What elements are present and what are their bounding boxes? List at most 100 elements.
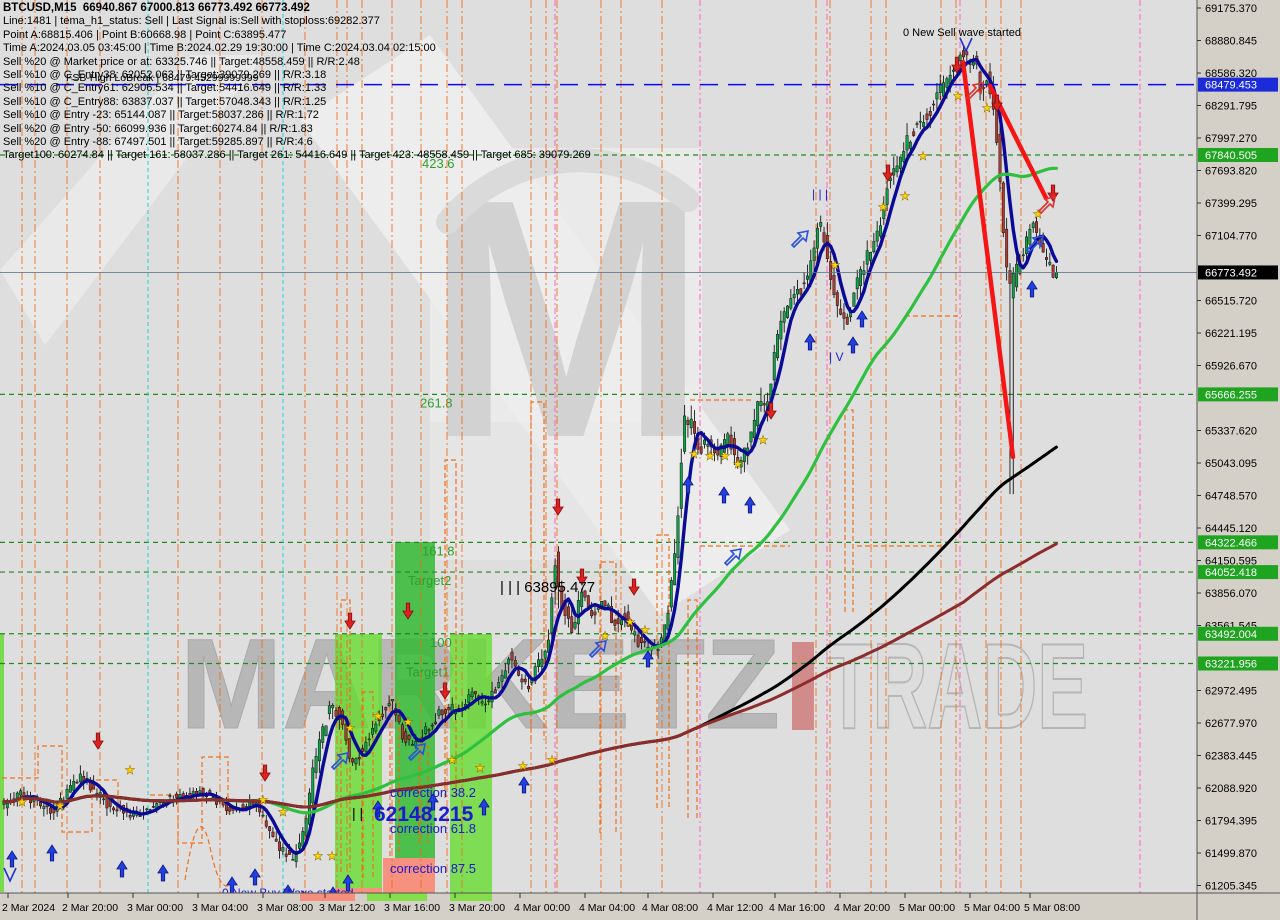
candle-body <box>845 316 849 325</box>
time-axis-label: 3 Mar 00:00 <box>127 902 183 914</box>
price-level-badge-text: 63492.004 <box>1205 629 1257 641</box>
candle-body <box>882 205 886 220</box>
candle-body <box>859 269 863 287</box>
star-icon: ★ <box>475 761 486 775</box>
candle-body <box>693 421 697 434</box>
candle-body <box>520 678 524 683</box>
time-axis-panel[interactable] <box>0 893 1280 920</box>
time-axis-label: 4 Mar 04:00 <box>579 902 635 914</box>
sell-arrow-icon <box>439 682 451 700</box>
buy-arrow-icon <box>249 868 261 886</box>
time-axis-label: 5 Mar 00:00 <box>899 902 955 914</box>
candle-body <box>112 807 116 811</box>
candle-body <box>603 600 607 607</box>
candle-body <box>344 723 348 741</box>
candle-body <box>1008 270 1012 284</box>
candle-body <box>819 221 823 227</box>
price-level-badge-text: 68479.453 <box>1205 80 1257 92</box>
price-axis-label: 67104.770 <box>1205 231 1257 243</box>
trailing-stop-path <box>444 459 457 798</box>
candle-body <box>321 726 325 743</box>
hollow-arrow-icon <box>790 229 810 249</box>
correction-382-label: correction 38.2 <box>390 785 476 800</box>
price-axis-label: 64748.570 <box>1205 491 1257 503</box>
candle-body <box>397 715 401 723</box>
candle-body <box>1025 236 1029 254</box>
candle-body <box>357 757 361 760</box>
buy-arrow-icon <box>856 310 868 328</box>
price-level-badge <box>1198 626 1278 641</box>
candle-body <box>1005 228 1009 268</box>
candle-body <box>855 277 859 290</box>
star-icon: ★ <box>900 189 911 203</box>
candle-body <box>440 709 444 715</box>
candle-body <box>278 841 282 851</box>
fsb-signal-note: FSB-High LoBreak | 68479.45299999999 <box>66 72 259 84</box>
candle-body <box>351 758 355 763</box>
candle-body <box>201 787 205 797</box>
candle-body <box>918 120 922 123</box>
trade-markers: ★ ★ ★ ★ ★ ★ ★ ★ ★ ★ ★ ★ ★ ★ ★ ★ ★ ★ ★ ★ ★ ★ ★ ★ ★ ★ ★ ★ ★ <box>3 37 1059 908</box>
hollow-arrow-icon <box>407 742 427 762</box>
candle-body <box>115 809 119 812</box>
wave-count-iv: | V <box>829 350 843 364</box>
candle-body <box>865 250 869 265</box>
star-icon: ★ <box>403 715 414 729</box>
candle-body <box>839 308 843 315</box>
star-icon: ★ <box>345 721 356 735</box>
candle-body <box>739 460 743 468</box>
price-level-badge <box>1198 265 1278 280</box>
price-axis-label: 64445.120 <box>1205 523 1257 535</box>
candle-body <box>842 312 846 319</box>
candle-body <box>1054 272 1058 279</box>
axis-strip-band <box>367 893 427 901</box>
candle-body <box>387 703 391 707</box>
candle-body <box>786 305 789 318</box>
hollow-arrow-icon <box>723 547 743 567</box>
candle-body <box>298 842 301 849</box>
candle-body <box>527 685 531 690</box>
candle-body <box>676 515 680 558</box>
candle-body <box>128 814 132 818</box>
candle-body <box>400 724 404 740</box>
candle-body <box>606 604 610 607</box>
candle-body <box>776 334 780 359</box>
price-axis-label: 64150.595 <box>1205 556 1257 568</box>
price-level-badge <box>1198 565 1278 580</box>
highlight-band <box>395 542 435 858</box>
candle-body <box>875 230 879 242</box>
candle-body <box>444 709 448 714</box>
candle-body <box>586 595 590 608</box>
candle-body <box>699 446 703 454</box>
candle-body <box>307 792 311 825</box>
candle-body <box>377 716 381 722</box>
candle-body <box>633 631 637 636</box>
candle-body <box>264 820 268 827</box>
axis-strip-band <box>300 893 355 901</box>
candle-body <box>719 444 723 457</box>
price-level-badge-text: 63221.956 <box>1205 659 1257 671</box>
candle-body <box>971 61 975 66</box>
sell-arrow-icon <box>576 568 588 586</box>
candle-body <box>802 282 806 285</box>
candle-body <box>424 726 428 734</box>
price-axis-label: 61794.395 <box>1205 816 1257 828</box>
candle-body <box>636 634 640 647</box>
candle-body <box>105 797 109 809</box>
price-axis-label: 65926.670 <box>1205 361 1257 373</box>
candle-body <box>95 792 99 795</box>
candle-body <box>639 636 643 643</box>
candle-body <box>822 232 826 243</box>
star-icon: ★ <box>625 615 636 629</box>
candle-body <box>772 352 776 381</box>
candle-body <box>666 612 670 630</box>
hollow-arrow-icon <box>1025 234 1045 254</box>
buy-arrow-icon <box>718 486 730 504</box>
candle-body <box>898 156 902 169</box>
candle-body <box>789 298 793 309</box>
trailing-stop-path <box>340 599 351 872</box>
buy-arrow-icon <box>1026 280 1038 298</box>
candle-body <box>543 650 547 659</box>
